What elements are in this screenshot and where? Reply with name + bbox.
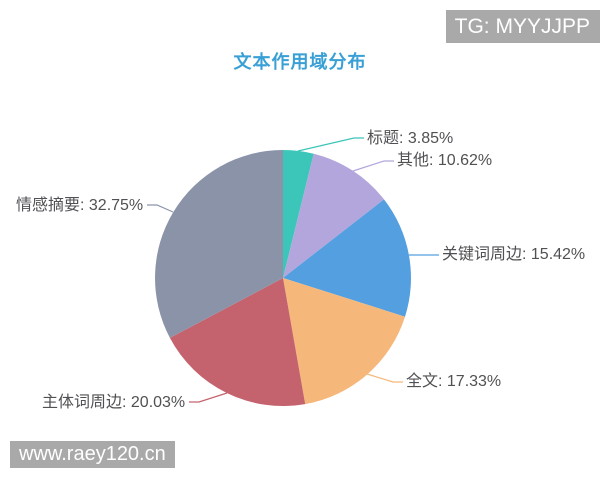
watermark-telegram-badge: TG: MYYJJPP: [445, 10, 600, 43]
pie-slice-subject-context[interactable]: [169, 278, 306, 407]
chart-title: 文本作用域分布: [233, 52, 367, 72]
slice-label-sentiment-summary: 情感摘要: 32.75%: [16, 197, 144, 214]
pie-slice-full-text[interactable]: [283, 278, 405, 405]
pie-slice-sentiment-summary[interactable]: [155, 150, 283, 338]
label-line-title: [297, 137, 364, 152]
label-line-sentiment-summary: [147, 204, 174, 213]
slice-label-subject-context: 主体词周边: 20.03%: [42, 394, 186, 411]
watermark-website-badge: www.raey120.cn: [10, 441, 175, 468]
pie-slice-title[interactable]: [283, 149, 314, 278]
label-line-subject-context: [189, 392, 228, 403]
label-line-other: [352, 160, 394, 172]
pie-slice-keyword-context[interactable]: [283, 199, 411, 317]
label-line-full-text: [366, 373, 403, 383]
slice-label-full-text: 全文: 17.33%: [406, 373, 502, 390]
slice-label-keyword-context: 关键词周边: 15.42%: [442, 246, 586, 263]
slice-label-title: 标题: 3.85%: [367, 130, 454, 147]
pie-slice-other[interactable]: [283, 153, 384, 278]
slice-label-other: 其他: 10.62%: [397, 152, 493, 169]
